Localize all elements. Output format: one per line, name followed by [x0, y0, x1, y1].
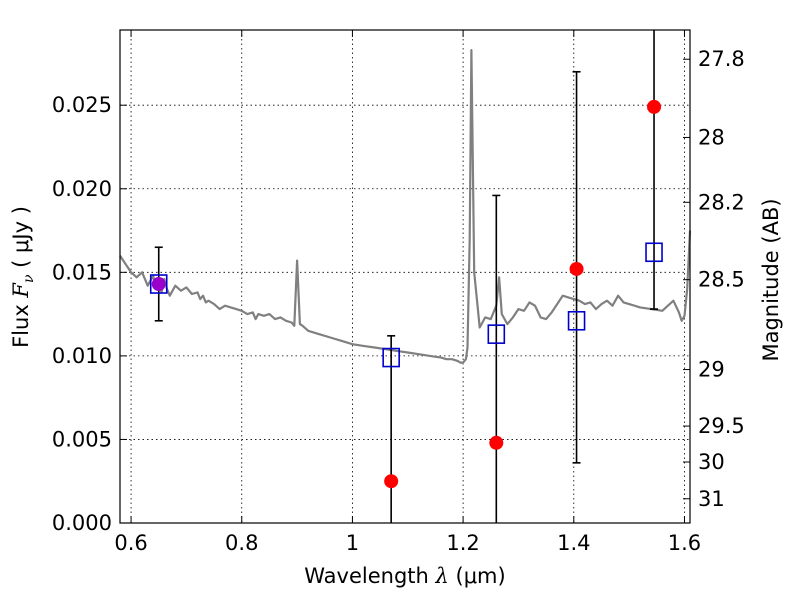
observed-photometry-point — [384, 474, 399, 489]
model-photometry-square — [149, 274, 168, 294]
x-tick-label: 1.2 — [446, 531, 479, 555]
y-tick-label: 0.000 — [52, 511, 112, 535]
y-tick-label: 0.005 — [52, 427, 112, 451]
y-tick-label: 0.010 — [52, 344, 112, 368]
spectrum-layer — [119, 48, 692, 364]
tick-labels: 0.6 0.8 1 1.2 1.4 1.6 0.000 0.005 0.010 0.015 0.02… — [52, 47, 745, 555]
y-tick-label: 0.025 — [52, 93, 112, 117]
plot-frame — [119, 29, 691, 524]
x-tick-label: 1.4 — [557, 531, 590, 555]
model-photometry-square — [487, 324, 506, 344]
x-tick-label: 0.8 — [225, 531, 258, 555]
x-axis-label-unit: (μm) — [449, 564, 506, 588]
y2-tick-label: 28.5 — [698, 268, 745, 292]
y-axis-label-unit: ( μJy ) — [9, 206, 33, 274]
y-tick-label: 0.020 — [52, 177, 112, 201]
y2-tick-label: 27.8 — [698, 47, 745, 71]
y-tick-label: 0.015 — [52, 260, 112, 284]
x-axis-label-symbol: λ — [435, 564, 449, 588]
x-axis-label-prefix: Wavelength — [304, 564, 435, 588]
y2-tick-label: 29.5 — [698, 414, 745, 438]
x-axis-label: Wavelength λ (μm) — [304, 564, 505, 588]
x-tick-label: 0.6 — [114, 531, 147, 555]
y-axis-label-prefix: Flux — [9, 298, 33, 348]
y-axis-label-symbol: F — [9, 282, 33, 299]
y2-axis-label: Magnitude (AB) — [759, 198, 783, 361]
x-tick-label: 1.6 — [668, 531, 701, 555]
observed-photometry-point — [151, 277, 166, 292]
marker-layer — [149, 99, 663, 489]
model-photometry-square — [645, 242, 663, 263]
y2-tick-label: 30 — [698, 450, 725, 474]
model-photometry-square — [567, 310, 586, 331]
y2-tick-label: 31 — [698, 487, 725, 511]
observed-photometry-point — [569, 261, 584, 276]
grid-lines — [120, 30, 690, 524]
model-photometry-square — [382, 347, 400, 368]
y-axis-label: Flux Fν ( μJy ) — [9, 206, 37, 348]
observed-photometry-point — [489, 435, 504, 450]
observed-photometry-point — [647, 99, 662, 114]
x-tick-label: 1 — [346, 531, 359, 555]
model-spectrum-line — [119, 48, 692, 364]
axis-ticks — [120, 30, 690, 524]
y2-tick-label: 29 — [698, 358, 725, 382]
y2-tick-label: 28.2 — [698, 190, 745, 214]
y2-tick-label: 28 — [698, 125, 725, 149]
y-axis-label-subscript: ν — [21, 274, 37, 283]
